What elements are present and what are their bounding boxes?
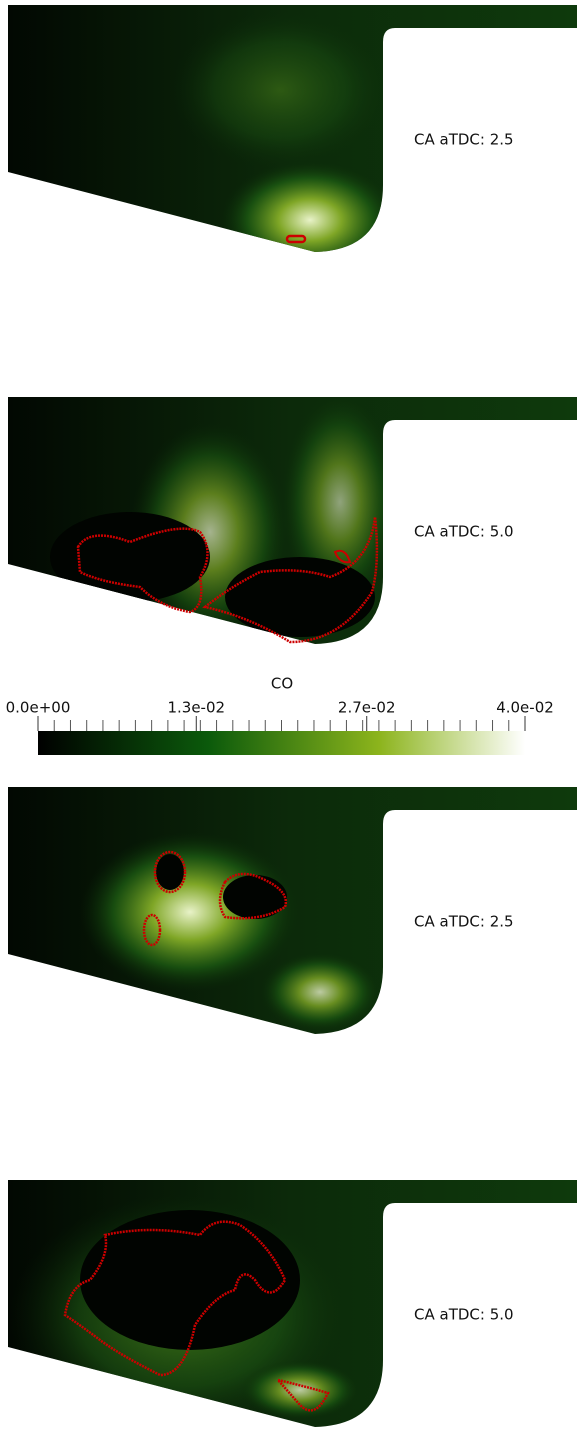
contour <box>274 1377 330 1412</box>
colorbar: CO 0.0e+00 1.3e-02 2.7e-02 4.0e-02 <box>6 675 554 755</box>
contour <box>285 234 307 244</box>
contour <box>218 872 288 920</box>
contour <box>76 527 209 614</box>
panel-label: CA aTDC: 2.5 <box>414 131 514 149</box>
panel: CA aTDC: 5.0 <box>8 1180 577 1427</box>
panel: CA aTDC: 2.5 <box>8 787 577 1034</box>
tick-label: 0.0e+00 <box>6 699 71 717</box>
contour <box>63 1220 287 1377</box>
panel-label: CA aTDC: 5.0 <box>414 1306 514 1324</box>
contour <box>333 549 352 564</box>
tick-label: 2.7e-02 <box>338 699 396 717</box>
panel: CA aTDC: 5.0 <box>8 397 577 644</box>
panel-label: CA aTDC: 5.0 <box>414 523 514 541</box>
contour <box>153 850 187 894</box>
panel: CA aTDC: 2.5 <box>8 5 577 252</box>
colorbar-title: CO <box>271 675 293 693</box>
contour <box>202 516 379 644</box>
tick-label: 1.3e-02 <box>167 699 225 717</box>
contour <box>142 913 162 947</box>
tick-label: 4.0e-02 <box>496 699 554 717</box>
panel-label: CA aTDC: 2.5 <box>414 913 514 931</box>
colorbar-gradient <box>38 731 525 755</box>
